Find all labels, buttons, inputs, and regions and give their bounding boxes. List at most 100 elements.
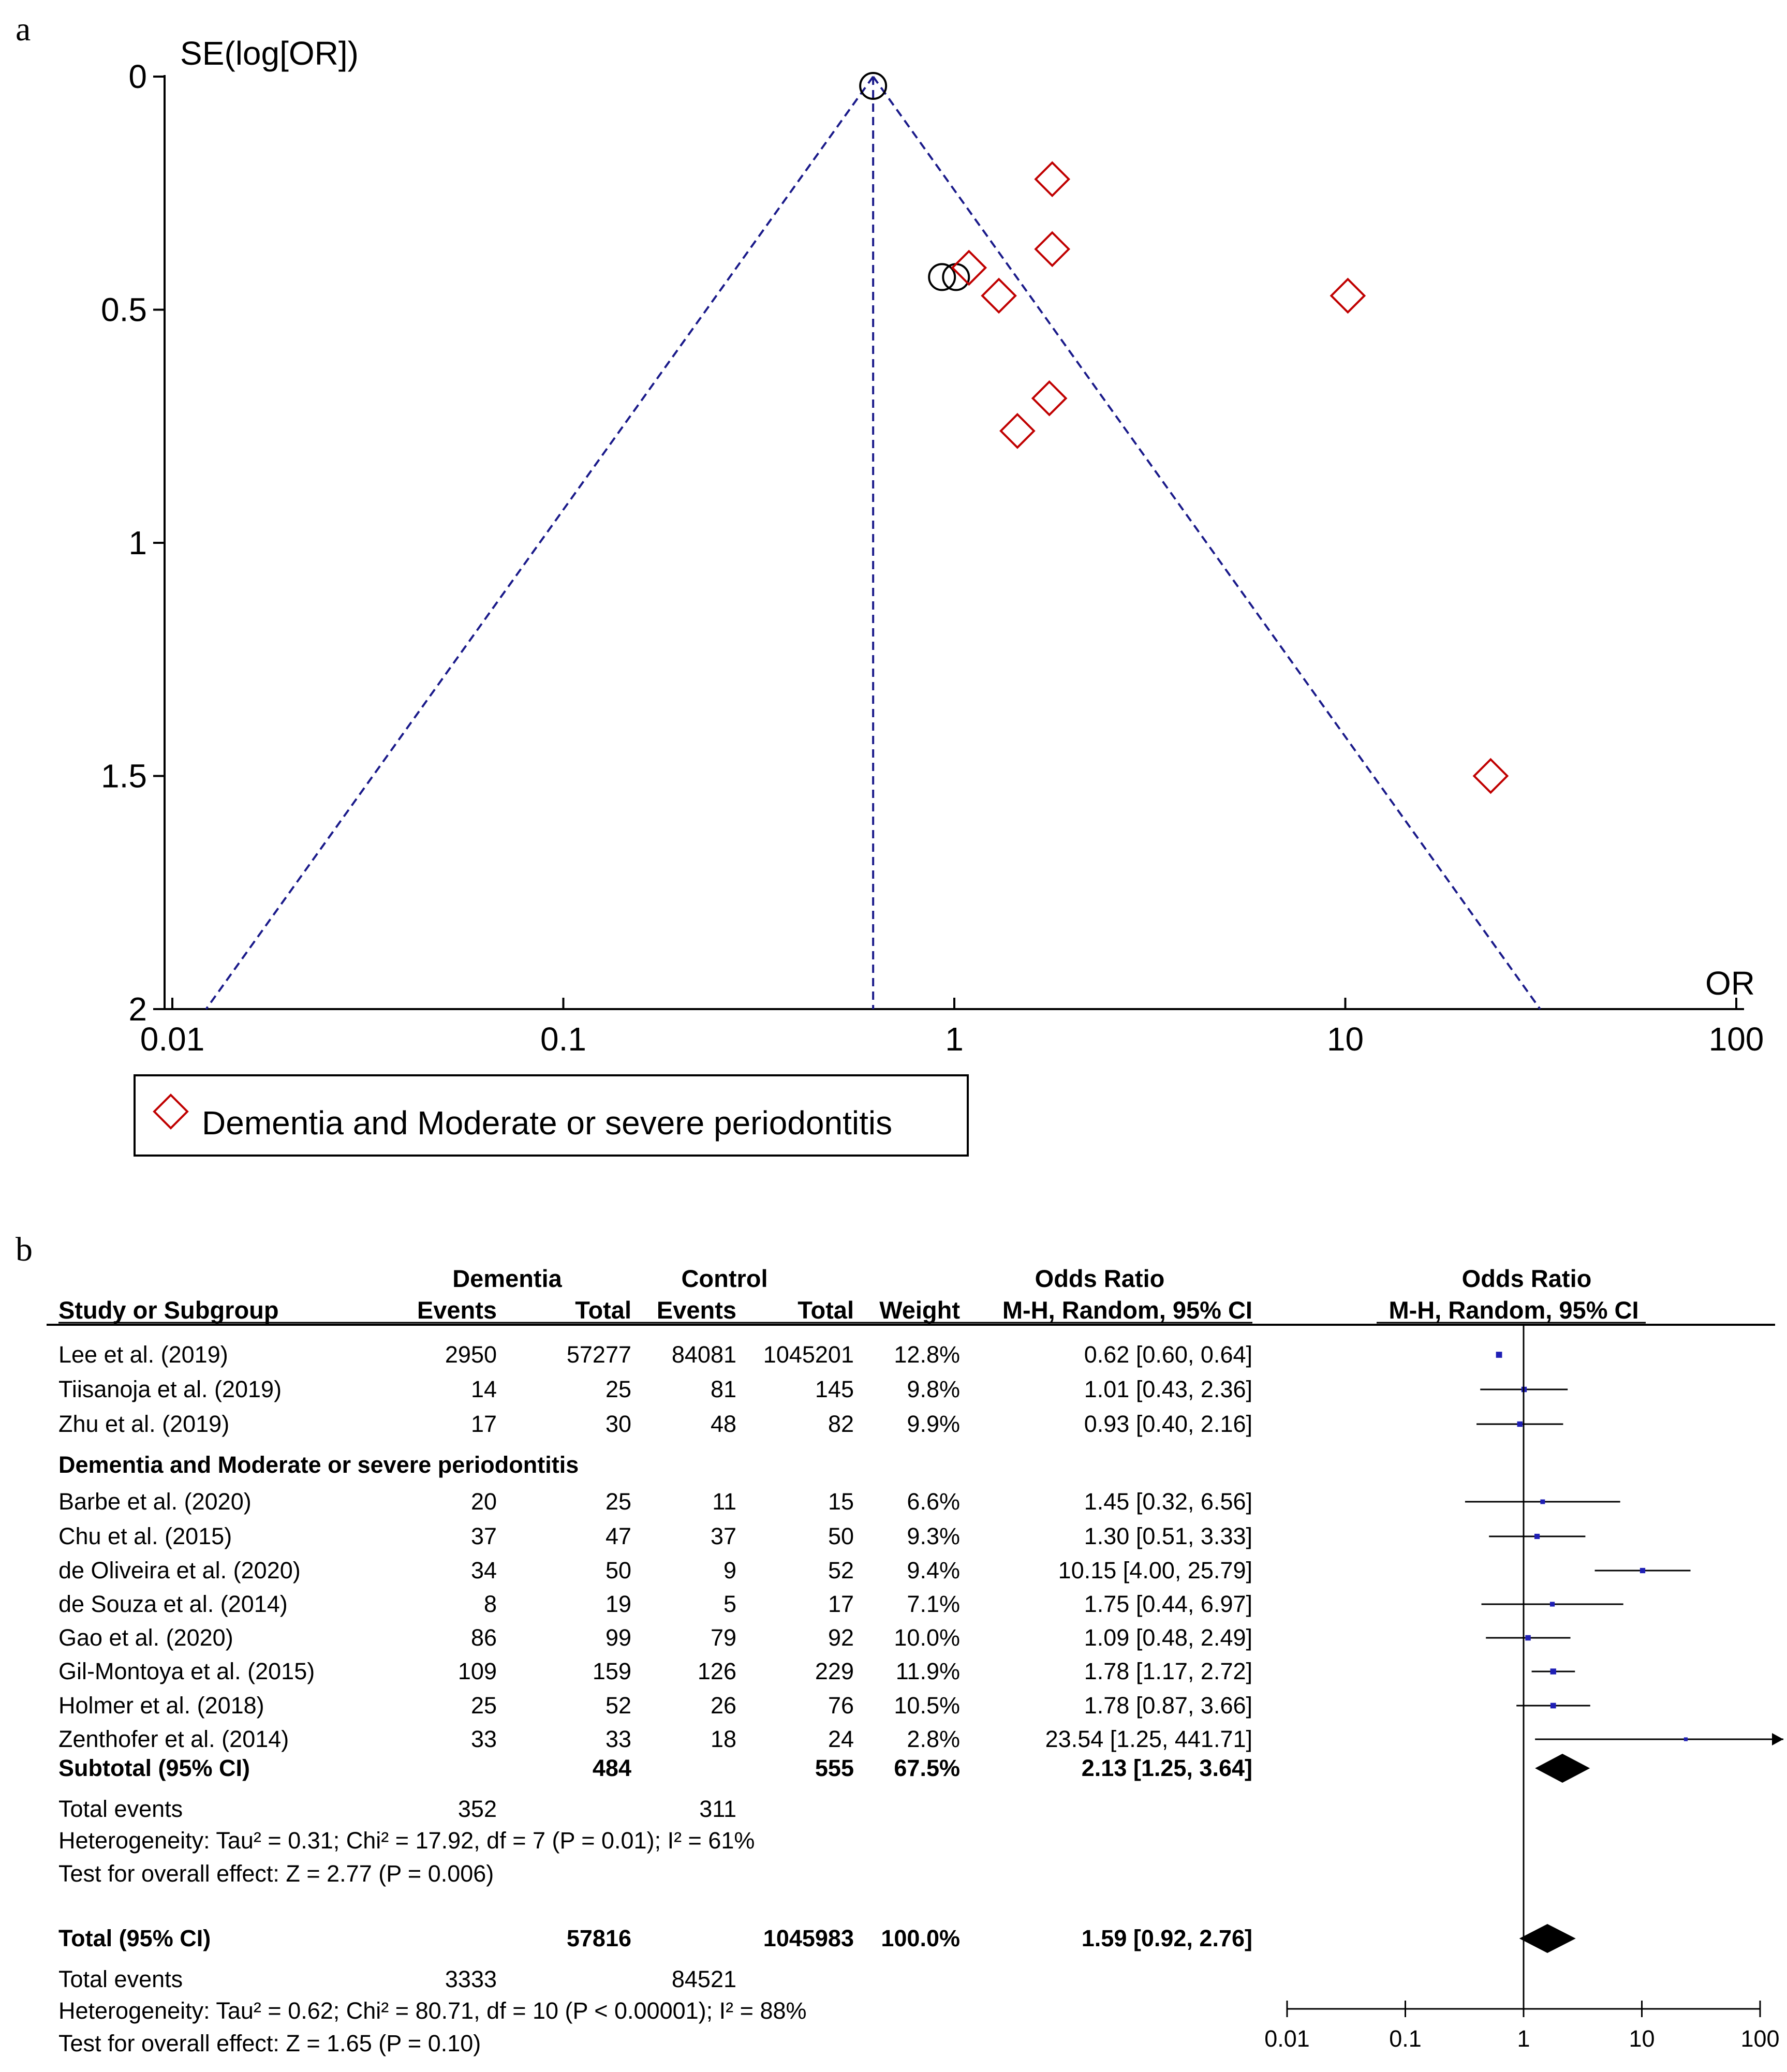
row-cell-ci: 1.75 [0.44, 6.97]: [1084, 1591, 1252, 1617]
funnel-lines: [205, 76, 1541, 1010]
row-cell-ct: 82: [828, 1411, 854, 1437]
row-cell-ci: 0.62 [0.60, 0.64]: [1084, 1341, 1252, 1368]
row-cell-ct: 92: [828, 1624, 854, 1651]
row-cell-de: 86: [471, 1624, 497, 1651]
funnel-x-tick-label: 100: [1709, 1020, 1764, 1058]
funnel-y-tick-label: 0.5: [101, 291, 147, 329]
col-control-events: Events: [657, 1296, 736, 1324]
row-cell-ct: 76: [828, 1692, 854, 1719]
row-label: Total (95% CI): [58, 1925, 211, 1951]
row-cell-dt: 47: [605, 1523, 631, 1549]
funnel-legend: Dementia and Moderate or severe periodon…: [134, 1074, 969, 1157]
row-cell-dt: 484: [593, 1755, 631, 1781]
row-cell-ci: 1.09 [0.48, 2.49]: [1084, 1624, 1252, 1651]
pooled-diamond: [1519, 1924, 1576, 1953]
row-label: Heterogeneity: Tau² = 0.62; Chi² = 80.71…: [58, 1997, 807, 2024]
row-cell-de: 2950: [445, 1341, 497, 1368]
funnel-x-axis-label: OR: [1705, 965, 1755, 1002]
header-odds-ratio-table: Odds Ratio: [1035, 1265, 1165, 1292]
row-cell-ci: 1.59 [0.92, 2.76]: [1082, 1925, 1252, 1951]
row-cell-de: 14: [471, 1376, 497, 1402]
row-label: Lee et al. (2019): [58, 1341, 228, 1368]
funnel-x-tick-label: 10: [1327, 1020, 1364, 1058]
row-cell-w: 67.5%: [894, 1755, 960, 1781]
row-cell-ct: 1045983: [763, 1925, 854, 1951]
legend-box: [134, 1074, 969, 1157]
funnel-y-ticks: 0 0.5 1 1.5 2: [101, 58, 165, 1028]
row-cell-ci: 2.13 [1.25, 3.64]: [1082, 1755, 1252, 1781]
row-label: Dementia and Moderate or severe periodon…: [58, 1452, 579, 1478]
row-label: Test for overall effect: Z = 1.65 (P = 0…: [58, 2030, 481, 2056]
effect-square: [1640, 1567, 1646, 1574]
forest-x-tick-label: 1: [1517, 2025, 1530, 2052]
effect-square: [1540, 1499, 1545, 1504]
row-cell-w: 12.8%: [894, 1341, 960, 1368]
row-cell-w: 10.0%: [894, 1624, 960, 1651]
row-cell-ct: 50: [828, 1523, 854, 1549]
col-study: Study or Subgroup: [58, 1296, 279, 1324]
row-cell-de: 20: [471, 1488, 497, 1515]
row-label: Holmer et al. (2018): [58, 1692, 264, 1719]
effect-square: [1525, 1635, 1531, 1641]
row-label: Zhu et al. (2019): [58, 1411, 229, 1437]
effect-square: [1550, 1668, 1556, 1675]
funnel-point-circle: [859, 72, 888, 100]
row-cell-ce: 26: [711, 1692, 736, 1719]
row-cell-de: 8: [484, 1591, 497, 1617]
row-cell-w: 11.9%: [896, 1658, 960, 1684]
row-cell-dt: 99: [605, 1624, 631, 1651]
funnel-point-diamond: [999, 412, 1036, 449]
funnel-x-tick-label: 1: [945, 1020, 964, 1058]
row-cell-ct: 17: [828, 1591, 854, 1617]
row-label: de Souza et al. (2014): [58, 1591, 288, 1617]
funnel-y-tick-label: 1.5: [101, 758, 147, 795]
row-cell-w: 6.6%: [907, 1488, 960, 1515]
funnel-right-limit: [872, 76, 1541, 1010]
col-weight: Weight: [879, 1296, 960, 1324]
row-cell-ct: 555: [815, 1755, 854, 1781]
effect-square: [1549, 1602, 1555, 1607]
row-cell-dt: 30: [605, 1411, 631, 1437]
row-label: Test for overall effect: Z = 2.77 (P = 0…: [58, 1860, 494, 1887]
forest-x-tick-label: 0.1: [1389, 2025, 1422, 2052]
funnel-x-tick-label: 0.01: [140, 1020, 205, 1058]
row-cell-de: 352: [458, 1796, 497, 1822]
row-label: Barbe et al. (2020): [58, 1488, 252, 1515]
funnel-point-diamond: [1034, 161, 1071, 198]
row-cell-ct: 229: [815, 1658, 854, 1684]
row-cell-ci: 1.01 [0.43, 2.36]: [1084, 1376, 1252, 1402]
funnel-plot: a SE(log[OR]) OR 0.01 0.1 1 10 100 0 0.5 1 1.5 2…: [16, 10, 1764, 1157]
forest-table-rows: Lee et al. (2019) 2950 57277 84081 1045201 12…: [58, 1341, 1252, 2056]
effect-square: [1496, 1352, 1502, 1358]
header-dementia: Dementia: [452, 1265, 562, 1292]
row-cell-ce: 126: [698, 1658, 736, 1684]
row-cell-dt: 57277: [567, 1341, 631, 1368]
row-cell-dt: 50: [605, 1557, 631, 1583]
row-cell-de: 33: [471, 1726, 497, 1752]
panel-label-b: b: [16, 1231, 33, 1268]
row-cell-w: 9.4%: [907, 1557, 960, 1583]
funnel-x-ticks: 0.01 0.1 1 10 100: [140, 998, 1764, 1058]
row-label: Chu et al. (2015): [58, 1523, 232, 1549]
row-label: Total events: [58, 1966, 183, 1992]
row-cell-w: 9.3%: [907, 1523, 960, 1549]
row-cell-dt: 57816: [567, 1925, 631, 1951]
row-cell-ct: 52: [828, 1557, 854, 1583]
forest-plot: b Dementia Control Odds Ratio Odds Ratio…: [16, 1231, 1783, 2056]
row-cell-w: 2.8%: [907, 1726, 960, 1752]
row-cell-dt: 19: [605, 1591, 631, 1617]
row-label: Heterogeneity: Tau² = 0.31; Chi² = 17.92…: [58, 1827, 755, 1854]
effect-square: [1534, 1533, 1540, 1540]
row-label: Total events: [58, 1796, 183, 1822]
funnel-point-diamond: [1330, 277, 1366, 314]
col-control-total: Total: [797, 1296, 854, 1324]
row-cell-ct: 15: [828, 1488, 854, 1515]
row-cell-ci: 1.45 [0.32, 6.56]: [1084, 1488, 1252, 1515]
row-cell-ci: 10.15 [4.00, 25.79]: [1058, 1557, 1252, 1583]
row-cell-dt: 25: [605, 1488, 631, 1515]
row-cell-ce: 11: [712, 1488, 736, 1515]
row-cell-dt: 33: [605, 1726, 631, 1752]
pooled-diamond: [1535, 1754, 1590, 1783]
row-cell-ce: 37: [711, 1523, 736, 1549]
